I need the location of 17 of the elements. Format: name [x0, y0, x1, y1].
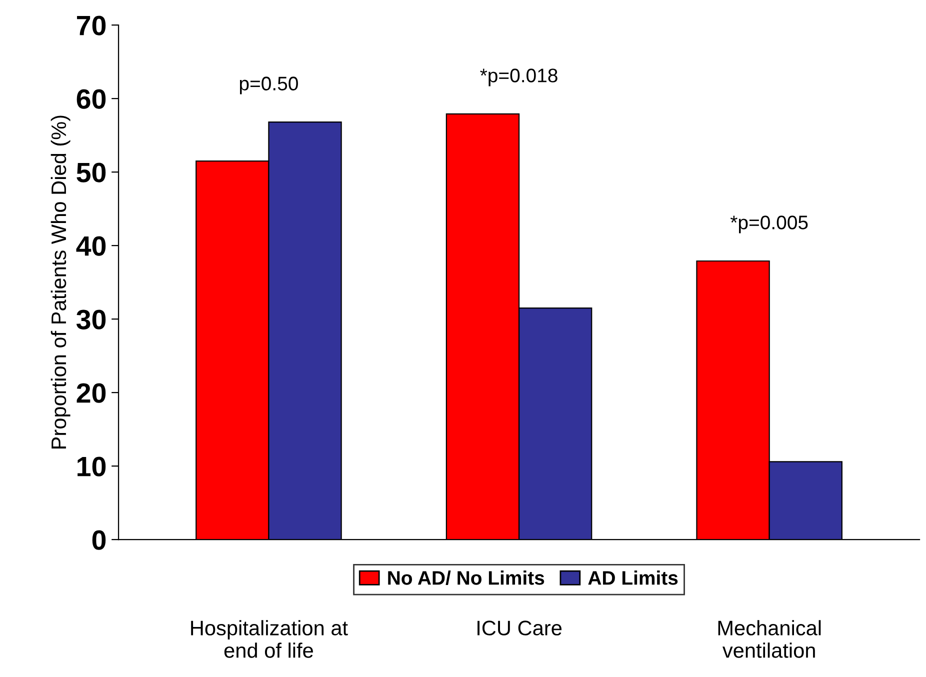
y-tick-label: 0 — [92, 530, 106, 550]
y-tick-label: 70 — [77, 16, 106, 36]
y-axis-title: Proportion of Patients Who Died (%) — [50, 116, 70, 448]
annotation: *p=0.005 — [730, 216, 808, 234]
x-tick-label: ICU Care — [478, 620, 562, 636]
annotation: *p=0.018 — [480, 68, 558, 86]
x-tick-label: Hospitalization at end of life — [191, 620, 348, 658]
x-tick-label: Mechanical ventilation — [718, 620, 821, 658]
y-tick-label: 50 — [76, 162, 106, 182]
legend-label: No AD/ No Limits — [388, 570, 544, 586]
y-tick-label: 20 — [76, 383, 106, 403]
annotation: p=0.50 — [240, 76, 298, 94]
y-tick-label: 40 — [76, 236, 106, 256]
legend-label: AD Limits — [588, 570, 678, 585]
y-tick-label: 10 — [78, 456, 106, 476]
y-tick-label: 30 — [76, 310, 106, 330]
y-tick-label: 60 — [76, 89, 106, 109]
